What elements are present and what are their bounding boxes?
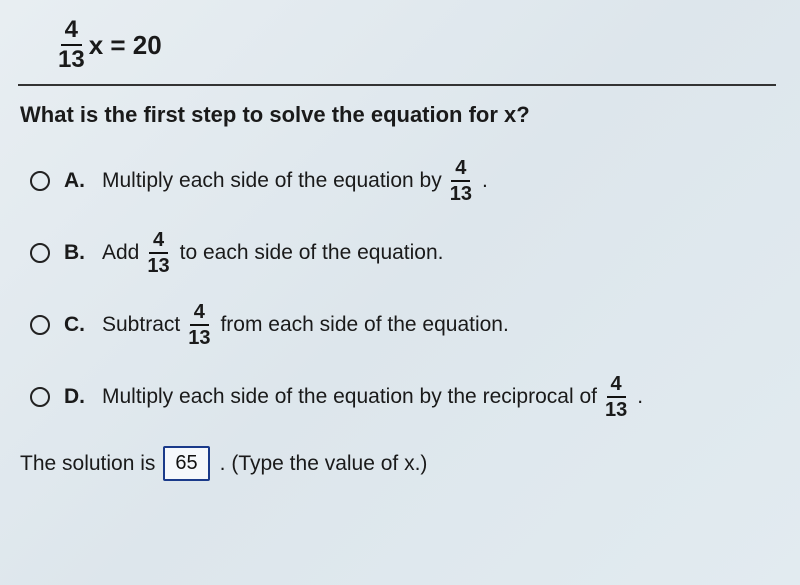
option-text: Multiply each side of the equation by th… bbox=[102, 374, 643, 420]
frac-den: 13 bbox=[145, 254, 171, 276]
fraction-numerator: 4 bbox=[61, 18, 82, 46]
option-post: . bbox=[482, 169, 488, 193]
frac-num: 4 bbox=[149, 230, 168, 254]
option-fraction: 4 13 bbox=[145, 230, 171, 276]
option-fraction: 4 13 bbox=[603, 374, 629, 420]
option-b[interactable]: B. Add 4 13 to each side of the equation… bbox=[30, 230, 776, 276]
radio-icon[interactable] bbox=[30, 387, 50, 407]
fraction-denominator: 13 bbox=[56, 46, 87, 72]
options-list: A. Multiply each side of the equation by… bbox=[30, 158, 776, 420]
section-divider bbox=[18, 84, 776, 86]
option-pre: Subtract bbox=[102, 313, 180, 337]
radio-icon[interactable] bbox=[30, 243, 50, 263]
question-text: What is the first step to solve the equa… bbox=[20, 102, 776, 128]
frac-num: 4 bbox=[607, 374, 626, 398]
option-text: Add 4 13 to each side of the equation. bbox=[102, 230, 444, 276]
frac-den: 13 bbox=[603, 398, 629, 420]
frac-den: 13 bbox=[448, 182, 474, 204]
option-a[interactable]: A. Multiply each side of the equation by… bbox=[30, 158, 776, 204]
solution-input[interactable]: 65 bbox=[163, 446, 209, 481]
equation: 4 13 x = 20 bbox=[56, 18, 776, 72]
option-post: . bbox=[637, 385, 643, 409]
option-letter: D. bbox=[64, 385, 88, 409]
option-pre: Multiply each side of the equation by th… bbox=[102, 385, 597, 409]
frac-num: 4 bbox=[190, 302, 209, 326]
solution-prefix: The solution is bbox=[20, 452, 155, 476]
option-pre: Multiply each side of the equation by bbox=[102, 169, 442, 193]
option-fraction: 4 13 bbox=[186, 302, 212, 348]
option-d[interactable]: D. Multiply each side of the equation by… bbox=[30, 374, 776, 420]
equation-fraction: 4 13 bbox=[56, 18, 87, 72]
option-letter: C. bbox=[64, 313, 88, 337]
worksheet-page: 4 13 x = 20 What is the first step to so… bbox=[0, 0, 800, 585]
option-pre: Add bbox=[102, 241, 139, 265]
frac-num: 4 bbox=[451, 158, 470, 182]
option-c[interactable]: C. Subtract 4 13 from each side of the e… bbox=[30, 302, 776, 348]
option-post: from each side of the equation. bbox=[220, 313, 508, 337]
radio-icon[interactable] bbox=[30, 171, 50, 191]
solution-row: The solution is 65 . (Type the value of … bbox=[20, 446, 776, 481]
option-letter: A. bbox=[64, 169, 88, 193]
equation-rest: x = 20 bbox=[89, 30, 162, 61]
option-fraction: 4 13 bbox=[448, 158, 474, 204]
option-post: to each side of the equation. bbox=[180, 241, 444, 265]
option-text: Multiply each side of the equation by 4 … bbox=[102, 158, 488, 204]
radio-icon[interactable] bbox=[30, 315, 50, 335]
frac-den: 13 bbox=[186, 326, 212, 348]
option-letter: B. bbox=[64, 241, 88, 265]
option-text: Subtract 4 13 from each side of the equa… bbox=[102, 302, 509, 348]
solution-suffix: . (Type the value of x.) bbox=[220, 452, 428, 476]
